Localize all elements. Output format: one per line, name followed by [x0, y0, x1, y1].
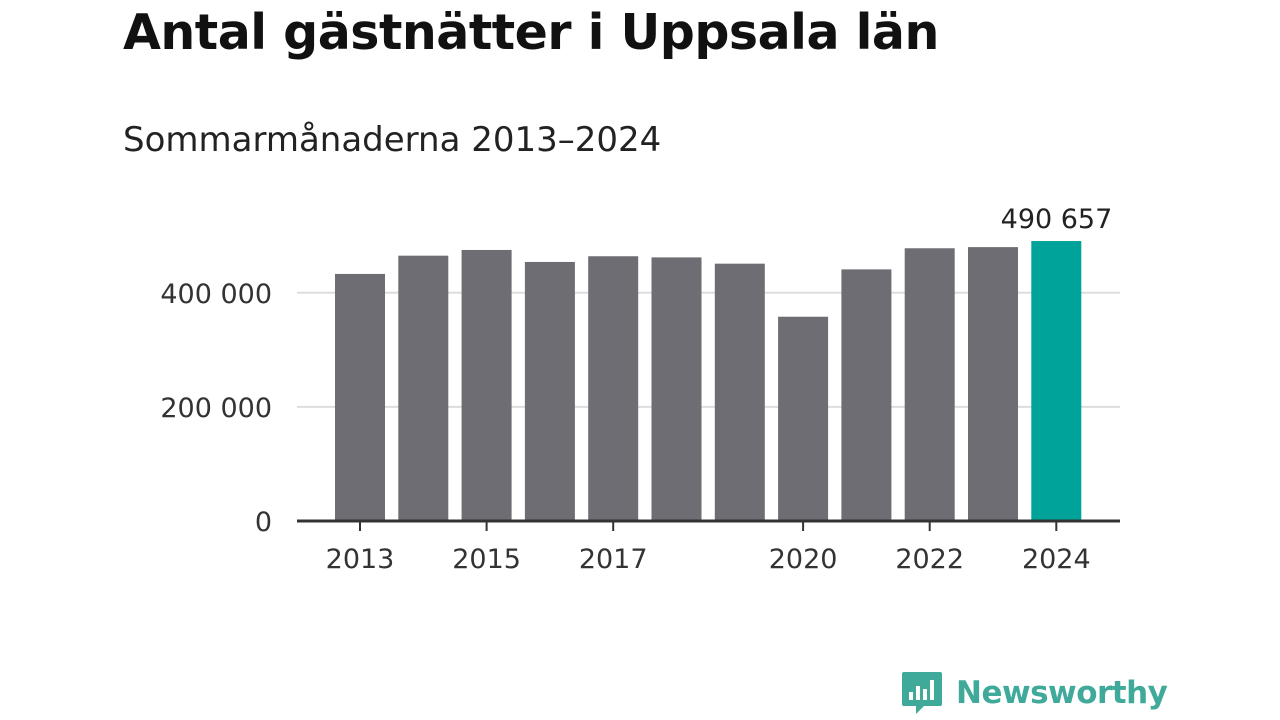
y-tick-label: 0: [255, 507, 272, 538]
bar-2017: [588, 256, 639, 521]
bar-2019: [714, 263, 765, 521]
bar-2016: [524, 261, 575, 521]
y-tick-label: 400 000: [160, 279, 272, 310]
y-axis-ticks: 0 200 000 400 000: [160, 279, 272, 538]
bar-2014: [398, 255, 449, 522]
chart-title: Antal gästnätter i Uppsala län: [123, 4, 939, 61]
x-tick-label: 2020: [769, 544, 838, 575]
bar-2015: [461, 249, 512, 521]
data-label-2024: 490 657: [1001, 204, 1113, 235]
brand-name: Newsworthy: [956, 675, 1168, 711]
bar-2013: [335, 273, 385, 521]
x-tick-label: 2015: [452, 544, 521, 575]
bar-2023: [968, 247, 1018, 521]
x-tick-label: 2022: [895, 544, 964, 575]
bar-2020: [778, 316, 829, 521]
newsworthy-logo-icon: [902, 672, 942, 714]
bar-2022: [904, 248, 955, 521]
x-tick-label: 2017: [579, 544, 648, 575]
bars: [335, 241, 1082, 522]
y-tick-label: 200 000: [160, 393, 272, 424]
x-tick-label: 2024: [1022, 544, 1091, 575]
bar-2021: [841, 269, 892, 521]
x-axis: 2013 2015 2017 2020 2022 2024: [297, 519, 1120, 575]
x-tick-label: 2013: [326, 544, 395, 575]
chart-subtitle: Sommarmånaderna 2013–2024: [123, 120, 662, 160]
brand-logo: Newsworthy: [900, 670, 1168, 716]
bar-2024: [1031, 241, 1082, 521]
data-labels: 490 657: [1001, 204, 1113, 235]
bar-2018: [651, 257, 702, 521]
